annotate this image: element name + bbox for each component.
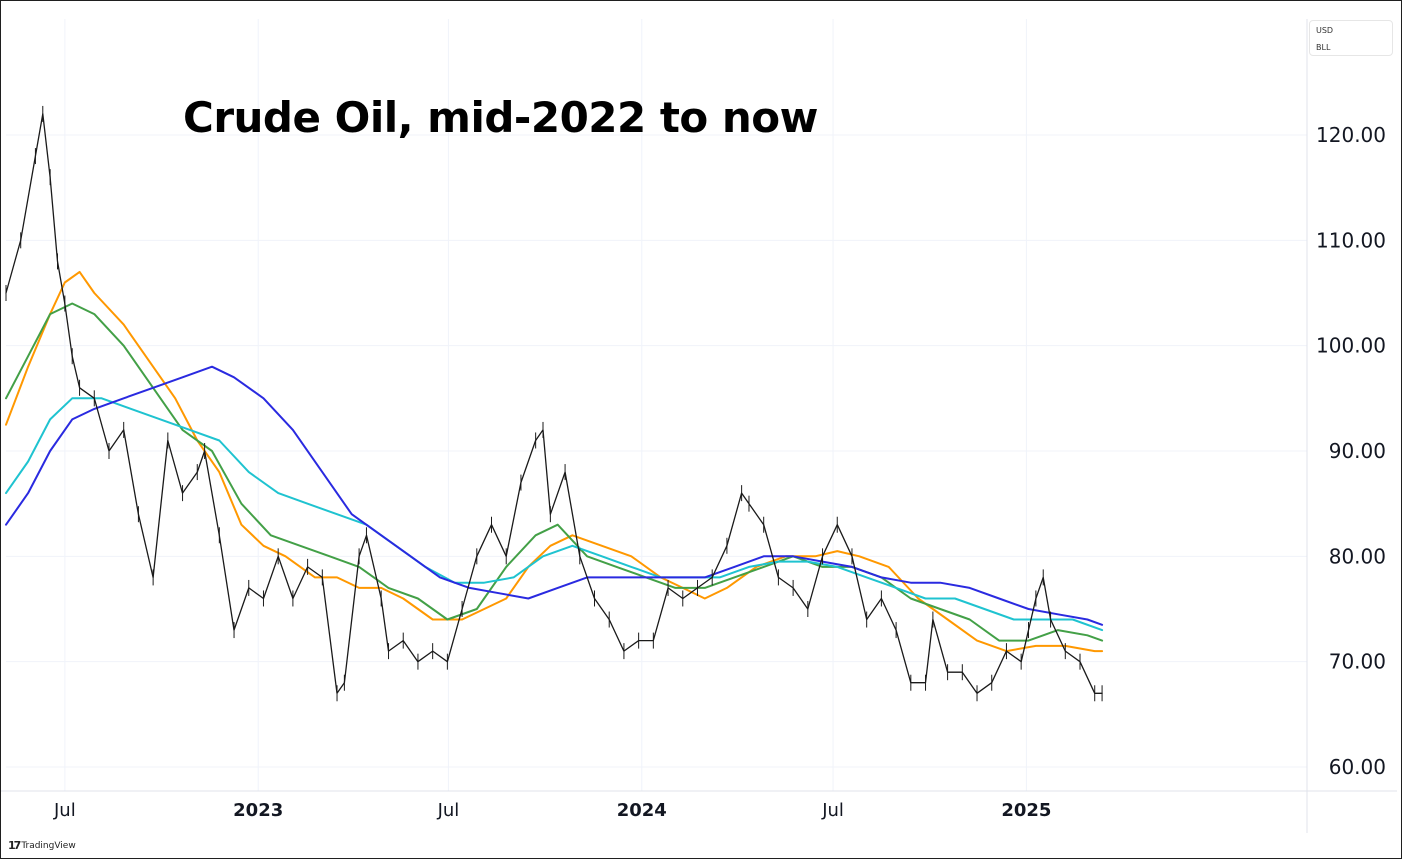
currency-label: USD	[1316, 26, 1334, 35]
unit-label: BLL	[1316, 43, 1331, 52]
time-tick-label: 2024	[617, 800, 667, 821]
price-tick-label: 70.00	[1329, 650, 1386, 674]
price-tick-label: 100.00	[1316, 334, 1386, 358]
time-tick-label: 2025	[1001, 800, 1051, 821]
time-tick-label: 2023	[233, 800, 283, 821]
chart-title: Crude Oil, mid-2022 to now	[183, 93, 818, 142]
tradingview-logo[interactable]: 17 TradingView	[8, 839, 76, 852]
time-tick-label: Jul	[53, 800, 76, 821]
price-axis[interactable]: 60.00 70.00 80.00 90.00 100.00 110.00 120.00	[1316, 123, 1386, 779]
price-tick-label: 120.00	[1316, 123, 1386, 147]
moving-average-line-4	[5, 365, 1104, 626]
price-tick-label: 110.00	[1316, 228, 1386, 252]
tradingview-logo-icon: 17	[8, 839, 21, 852]
units-legend: USD BLL	[1309, 20, 1393, 56]
time-tick-label: Jul	[821, 800, 844, 821]
moving-average-line-2	[5, 302, 1104, 642]
moving-averages	[5, 270, 1104, 653]
price-tick-label: 90.00	[1329, 439, 1386, 463]
moving-average-line-3	[5, 397, 1104, 632]
price-line	[5, 113, 1103, 694]
time-axis[interactable]: Jul 2023 Jul 2024 Jul 2025	[53, 800, 1051, 821]
time-tick-label: Jul	[437, 800, 460, 821]
price-series	[5, 105, 1103, 702]
tradingview-logo-text: TradingView	[21, 840, 76, 851]
price-tick-label: 60.00	[1329, 755, 1386, 779]
price-tick-label: 80.00	[1329, 544, 1386, 568]
moving-average-line-1	[5, 270, 1104, 653]
